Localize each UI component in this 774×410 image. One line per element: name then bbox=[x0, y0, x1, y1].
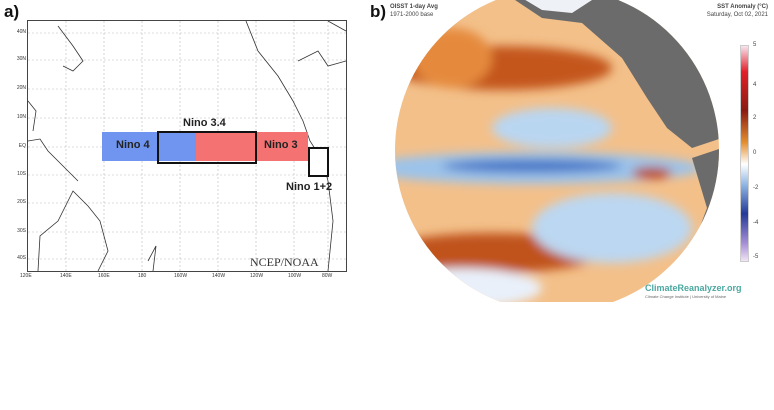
colorbar-tick: -2 bbox=[753, 185, 759, 191]
lat-tick: 10S bbox=[17, 171, 26, 177]
lat-tick: EQ bbox=[18, 143, 26, 149]
colorbar-tick: -5 bbox=[753, 254, 759, 260]
nino3-region bbox=[196, 132, 308, 161]
colorbar-tick: -4 bbox=[753, 220, 759, 226]
lon-tick: 120W bbox=[250, 273, 264, 279]
colorbar-ticks: 5 4 2 0 -2 -4 -5 bbox=[753, 42, 767, 262]
date-subtitle: Saturday, Oct 02, 2021 bbox=[706, 12, 768, 18]
lon-tick: 100W bbox=[288, 273, 302, 279]
panel-a-label: a) bbox=[4, 2, 20, 21]
lon-tick: 160W bbox=[174, 273, 188, 279]
north-america-land bbox=[432, 0, 719, 148]
lon-tick: 160E bbox=[98, 273, 110, 279]
climate-reanalyzer-brand: ClimateReanalyzer.org bbox=[645, 283, 742, 293]
colorbar-tick: 5 bbox=[753, 42, 757, 48]
baseline-subtitle: 1971-2000 base bbox=[390, 12, 434, 18]
sst-anomaly-globe bbox=[395, 0, 719, 302]
nino4-region bbox=[102, 132, 158, 161]
lon-tick: 180 bbox=[138, 273, 147, 279]
panel-b-label: b) bbox=[370, 2, 387, 21]
colorbar-tick: 0 bbox=[753, 150, 757, 156]
lat-axis: 40N 30N 20N 10N EQ 10S 20S 30S 40S bbox=[4, 20, 26, 270]
sst-header-right: SST Anomaly (°C) Saturday, Oct 02, 2021 bbox=[707, 3, 768, 19]
coastlines bbox=[28, 21, 346, 271]
lat-tick: 30N bbox=[16, 56, 26, 62]
lat-tick: 40S bbox=[17, 255, 26, 261]
nino12-region bbox=[308, 147, 329, 177]
dataset-title: OISST 1-day Avg bbox=[390, 4, 438, 10]
lon-tick: 140E bbox=[60, 273, 72, 279]
colorbar-tick: 2 bbox=[753, 115, 757, 121]
lon-tick: 120E bbox=[20, 273, 32, 279]
nino34-west-region bbox=[158, 132, 196, 161]
variable-title: SST Anomaly (°C) bbox=[717, 4, 768, 10]
nino34-outline bbox=[157, 131, 257, 164]
nino4-label: Nino 4 bbox=[116, 139, 150, 151]
ncep-noaa-credit: NCEP/NOAA bbox=[250, 255, 319, 269]
sst-header-left: OISST 1-day Avg 1971-2000 base bbox=[390, 3, 438, 19]
nino12-label: Nino 1+2 bbox=[286, 181, 333, 193]
colorbar-tick: 4 bbox=[753, 82, 757, 88]
colorbar bbox=[740, 45, 749, 262]
lon-tick: 140W bbox=[212, 273, 226, 279]
nino3-label: Nino 3 bbox=[264, 139, 298, 151]
lon-axis: 120E 140E 160E 180 160W 140W 120W 100W 8… bbox=[20, 273, 360, 281]
lat-tick: 20N bbox=[16, 85, 26, 91]
lat-tick: 20S bbox=[17, 199, 26, 205]
nino-region-map: Nino 4 Nino 3.4 Nino 3 Nino 1+2 NCEP/NOA… bbox=[27, 20, 347, 272]
nino34-label: Nino 3.4 bbox=[183, 117, 226, 129]
lat-tick: 10N bbox=[16, 114, 26, 120]
brand-subtitle: Climate Change Institute | University of… bbox=[645, 294, 727, 299]
lat-tick: 30S bbox=[17, 228, 26, 234]
lat-tick: 40N bbox=[16, 29, 26, 35]
lon-tick: 80W bbox=[322, 273, 333, 279]
